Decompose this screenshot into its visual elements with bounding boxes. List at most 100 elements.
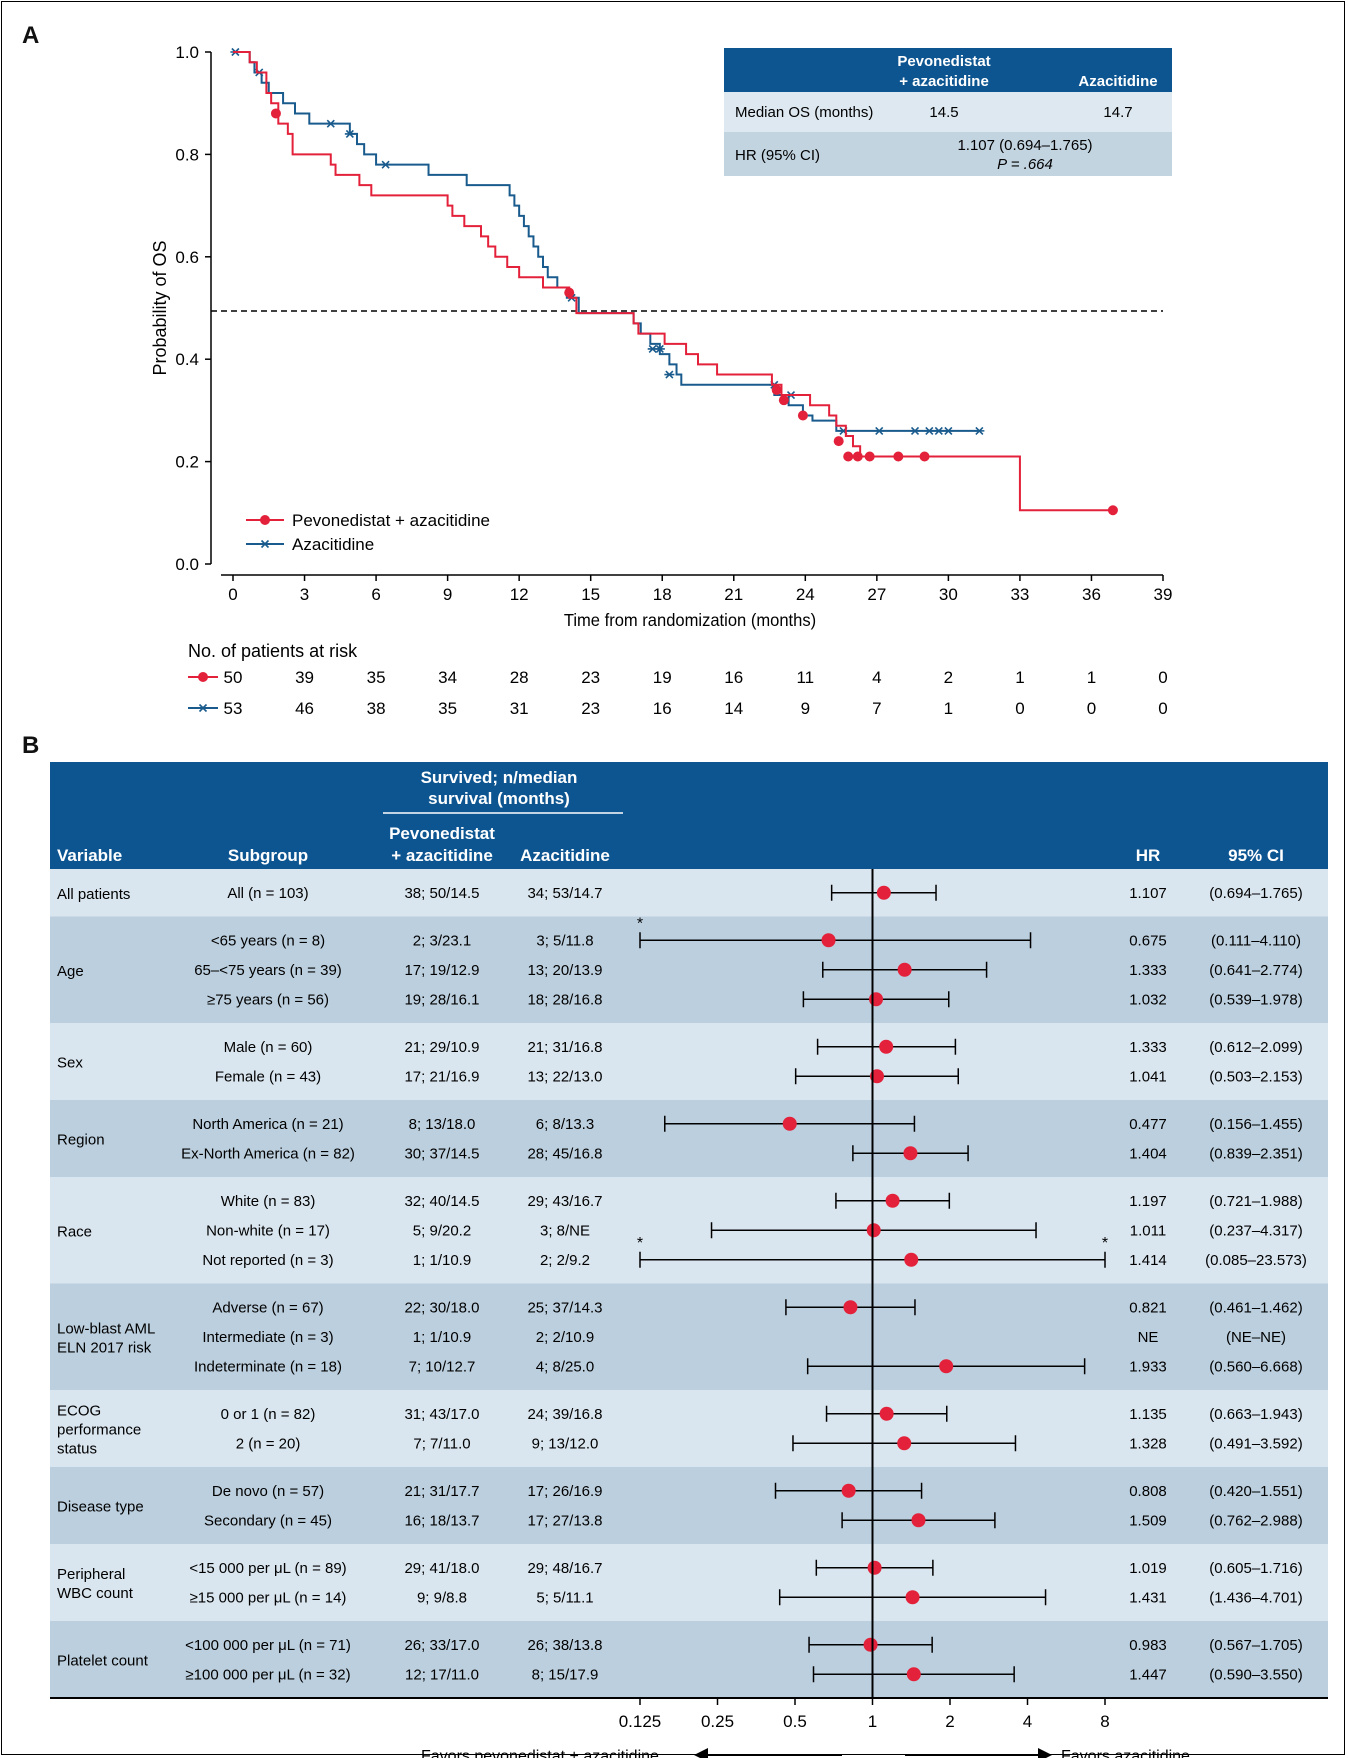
forest-group-bg — [50, 1621, 1328, 1698]
forest-pev-value: 17; 19/12.9 — [404, 962, 479, 979]
forest-hr-point — [866, 1223, 881, 1238]
forest-subgroup-label: ≥75 years (n = 56) — [207, 991, 329, 1008]
forest-subgroup-label: Non-white (n = 17) — [206, 1222, 330, 1239]
forest-hr-point — [897, 1436, 912, 1451]
forest-hr-point — [782, 1116, 797, 1131]
legend-star-marker — [260, 539, 270, 549]
forest-hr-value: 1.011 — [1130, 1222, 1166, 1239]
forest-subgroup-label: Male (n = 60) — [224, 1039, 313, 1056]
forest-hr-value: 1.328 — [1129, 1435, 1167, 1452]
forest-header-bg — [50, 762, 1328, 869]
at-risk-value: 1 — [1015, 668, 1024, 687]
forest-subgroup-label: Indeterminate (n = 18) — [194, 1358, 342, 1375]
x-tick-label: 33 — [1010, 585, 1029, 604]
forest-subgroup-label: Intermediate (n = 3) — [202, 1329, 333, 1346]
summary-header-pev: Pevonedistat — [897, 53, 990, 70]
aza-censor-mark — [924, 426, 935, 435]
forest-hr-value: 0.808 — [1129, 1483, 1167, 1500]
forest-x-tick-label: 2 — [945, 1712, 954, 1731]
forest-hr-point — [863, 1637, 878, 1652]
at-risk-value: 0 — [1158, 668, 1167, 687]
forest-hr-point — [906, 1667, 921, 1682]
forest-hr-value: 1.107 — [1129, 885, 1167, 902]
forest-group-bg — [50, 1544, 1328, 1621]
forest-aza-value: 13; 22/13.0 — [527, 1068, 602, 1085]
at-risk-value: 35 — [367, 668, 386, 687]
header-aza: Azacitidine — [520, 846, 610, 865]
forest-subgroup-label: <100 000 per μL (n = 71) — [185, 1637, 351, 1654]
aza-censor-mark — [943, 426, 954, 435]
favors-right-label: Favors azacitidine — [1061, 1748, 1190, 1758]
forest-ci-value: (0.503–2.153) — [1209, 1068, 1302, 1085]
forest-pev-value: 17; 21/16.9 — [404, 1068, 479, 1085]
at-risk-value: 14 — [724, 699, 743, 718]
forest-pev-value: 26; 33/17.0 — [404, 1637, 479, 1654]
forest-subgroup-label: 0 or 1 (n = 82) — [221, 1406, 316, 1423]
forest-subgroup-label: North America (n = 21) — [192, 1116, 343, 1133]
pev-censor-mark — [852, 451, 863, 462]
forest-aza-value: 17; 26/16.9 — [527, 1483, 602, 1500]
at-risk-value: 2 — [944, 668, 953, 687]
forest-ci-value: (0.721–1.988) — [1209, 1193, 1302, 1210]
forest-ci-value: (0.612–2.099) — [1209, 1039, 1302, 1056]
aza-censor-mark — [933, 426, 944, 435]
forest-subgroup-label: De novo (n = 57) — [212, 1483, 324, 1500]
forest-hr-value: NE — [1138, 1329, 1159, 1346]
forest-hr-value: 1.197 — [1129, 1193, 1167, 1210]
forest-x-tick-label: 0.25 — [701, 1712, 734, 1731]
forest-aza-value: 29; 48/16.7 — [527, 1560, 602, 1577]
y-tick-label: 0.8 — [175, 145, 199, 164]
at-risk-value: 11 — [796, 668, 814, 687]
forest-hr-point — [879, 1039, 894, 1054]
forest-hr-point — [939, 1359, 954, 1374]
aza-censor-mark — [838, 426, 849, 435]
at-risk-value: 38 — [367, 699, 386, 718]
forest-hr-value: 0.821 — [1129, 1299, 1167, 1316]
x-tick-label: 21 — [724, 585, 743, 604]
at-risk-value: 23 — [581, 668, 600, 687]
forest-x-tick-label: 1 — [868, 1712, 877, 1731]
pev-censor-mark — [919, 451, 930, 462]
summary-median-pev: 14.5 — [929, 104, 958, 121]
summary-hr-value: 1.107 (0.694–1.765) — [957, 137, 1092, 154]
forest-hr-value: 0.675 — [1129, 932, 1167, 949]
forest-subgroup-label: Female (n = 43) — [215, 1068, 321, 1085]
pev-censor-mark — [771, 384, 782, 395]
forest-variable-label: WBC count — [57, 1585, 134, 1602]
x-tick-label: 0 — [228, 585, 237, 604]
forest-x-tick-label: 0.125 — [619, 1712, 662, 1731]
forest-subgroup-label: 65–<75 years (n = 39) — [194, 962, 342, 979]
forest-aza-value: 6; 8/13.3 — [536, 1116, 594, 1133]
forest-pev-value: 8; 13/18.0 — [409, 1116, 476, 1133]
forest-ci-value: (0.663–1.943) — [1209, 1406, 1302, 1423]
favors-left-label: Favors pevonedistat + azacitidine — [421, 1748, 659, 1758]
at-risk-value: 7 — [872, 699, 881, 718]
forest-group-bg — [50, 1467, 1328, 1544]
forest-aza-value: 17; 27/13.8 — [527, 1512, 602, 1529]
forest-pev-value: 5; 9/20.2 — [413, 1222, 471, 1239]
forest-hr-value: 1.019 — [1129, 1560, 1167, 1577]
pev-censor-mark — [270, 108, 281, 119]
forest-hr-value: 1.404 — [1129, 1145, 1167, 1162]
at-risk-value: 50 — [224, 668, 243, 687]
header-pev: Pevonedistat — [389, 824, 495, 843]
summary-header-aza: Azacitidine — [1078, 73, 1157, 90]
forest-aza-value: 2; 2/9.2 — [540, 1252, 590, 1269]
forest-group-bg — [50, 1390, 1328, 1467]
x-tick-label: 12 — [510, 585, 529, 604]
x-tick-label: 3 — [300, 585, 309, 604]
pev-censor-mark — [778, 395, 789, 406]
at-risk-dot-marker — [198, 672, 208, 682]
forest-hr-point — [869, 992, 884, 1007]
at-risk-value: 0 — [1087, 699, 1096, 718]
at-risk-value: 35 — [438, 699, 457, 718]
forest-subgroup-label: Adverse (n = 67) — [212, 1299, 323, 1316]
forest-hr-value: 1.431 — [1129, 1589, 1167, 1606]
header-survived: survival (months) — [428, 789, 570, 808]
forest-hr-point — [821, 933, 836, 948]
forest-pev-value: 22; 30/18.0 — [404, 1299, 479, 1316]
x-tick-label: 27 — [867, 585, 886, 604]
forest-ci-value: (0.590–3.550) — [1209, 1666, 1302, 1683]
forest-truncation-star: * — [637, 1235, 643, 1252]
